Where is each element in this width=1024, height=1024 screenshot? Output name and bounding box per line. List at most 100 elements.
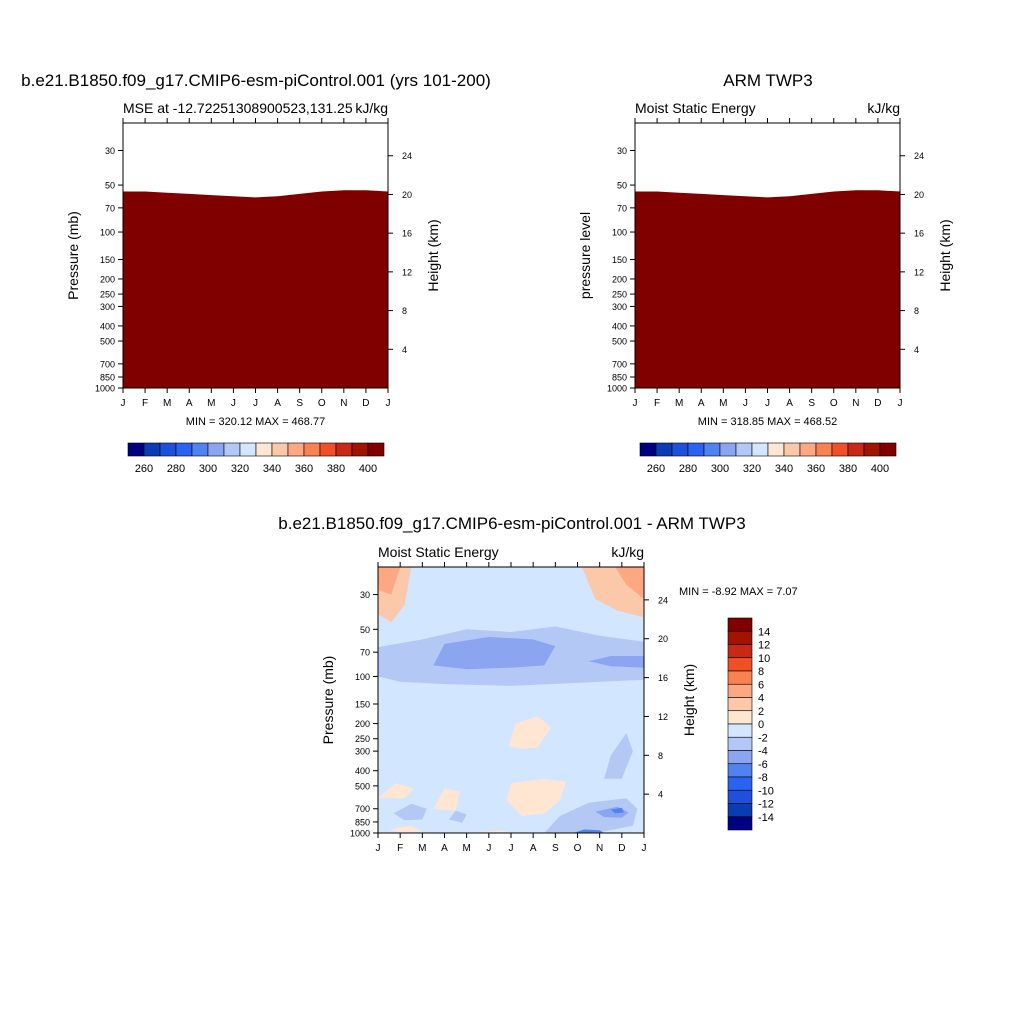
y-tick-label: 50 — [360, 625, 370, 635]
y-tick-label: 1000 — [350, 829, 370, 839]
colorbar-label: 12 — [758, 640, 770, 652]
x-tick-label: D — [362, 398, 369, 409]
x-tick-label: J — [253, 398, 258, 409]
y-tick-label: 250 — [355, 734, 370, 744]
y2-tick-label: 16 — [402, 229, 412, 239]
contour-patch — [378, 783, 414, 799]
y2-tick-label: 20 — [402, 190, 412, 200]
colorbar-box — [847, 442, 865, 457]
colorbar-box — [639, 442, 657, 457]
colorbar-label: 4 — [758, 693, 764, 705]
colorbar-label: -10 — [758, 785, 774, 797]
colorbar-box — [767, 442, 785, 457]
colorbar-label: 14 — [758, 626, 770, 638]
x-tick-label: M — [462, 843, 470, 854]
y2-tick-label: 8 — [914, 306, 919, 316]
x-tick-label: A — [186, 398, 193, 409]
y-tick-label: 500 — [612, 337, 627, 347]
x-tick-label: A — [441, 843, 448, 854]
y-tick-label: 850 — [355, 817, 370, 827]
y-tick-label: 500 — [100, 337, 115, 347]
y-tick-label: 100 — [355, 672, 370, 682]
y2-tick-label: 4 — [658, 790, 663, 800]
y-tick-label: 400 — [612, 321, 627, 331]
y-tick-label: 400 — [355, 766, 370, 776]
colorbar-box — [727, 723, 753, 738]
colorbar-label: 300 — [199, 463, 217, 475]
colorbar-box — [143, 442, 161, 457]
colorbar-box — [727, 617, 753, 632]
y-tick-label: 250 — [100, 290, 115, 300]
y-tick-label: 30 — [617, 146, 627, 156]
y2-tick-label: 20 — [658, 634, 668, 644]
x-tick-label: F — [654, 398, 660, 409]
colorbar-box — [175, 442, 193, 457]
contour-patch — [389, 825, 423, 833]
colorbar-box — [727, 750, 753, 765]
x-tick-label: D — [874, 398, 881, 409]
colorbar-box — [831, 442, 849, 457]
colorbar-label: 280 — [679, 463, 697, 475]
y-axis-label: Pressure (mb) — [320, 656, 336, 745]
colorbar-label: 360 — [295, 463, 313, 475]
y-tick-label: 700 — [355, 804, 370, 814]
colorbar-box — [863, 442, 881, 457]
y-tick-label: 300 — [355, 747, 370, 757]
y-tick-label: 500 — [355, 781, 370, 791]
panel-3: J F M A M J J A S O N D J305070100150200250300400500… — [278, 514, 797, 854]
y2-tick-label: 24 — [658, 595, 668, 605]
colorbar-box — [335, 442, 353, 457]
panel-title: b.e21.B1850.f09_g17.CMIP6-esm-piControl.… — [278, 514, 745, 533]
x-tick-label: M — [163, 398, 171, 409]
panel-units-label: kJ/kg — [611, 544, 644, 560]
colorbar-label: 380 — [839, 463, 857, 475]
y2-tick-label: 8 — [658, 751, 663, 761]
x-tick-label: J — [509, 843, 514, 854]
colorbar-box — [727, 644, 753, 659]
y2-axis-label: Height (km) — [681, 664, 697, 736]
colorbar-box — [879, 442, 897, 457]
y-tick-label: 150 — [355, 700, 370, 710]
y-tick-label: 850 — [612, 372, 627, 382]
colorbar-box — [255, 442, 273, 457]
panel-left-label: Moist Static Energy — [635, 100, 756, 116]
x-tick-label: A — [530, 843, 537, 854]
colorbar-label: 380 — [327, 463, 345, 475]
colorbar-box — [671, 442, 689, 457]
y-tick-label: 70 — [105, 203, 115, 213]
colorbar-box — [287, 442, 305, 457]
y-tick-label: 30 — [360, 590, 370, 600]
x-tick-label: M — [207, 398, 215, 409]
colorbar-label: 6 — [758, 679, 764, 691]
x-tick-label: J — [765, 398, 770, 409]
y-tick-label: 1000 — [95, 384, 115, 394]
x-tick-label: O — [574, 843, 582, 854]
panel-left-label: Moist Static Energy — [378, 544, 499, 560]
y2-axis-label: Height (km) — [937, 219, 953, 291]
x-tick-label: M — [418, 843, 426, 854]
colorbar-box — [223, 442, 241, 457]
x-tick-label: S — [296, 398, 303, 409]
y-tick-label: 200 — [100, 274, 115, 284]
colorbar-label: 400 — [871, 463, 889, 475]
x-tick-label: M — [675, 398, 683, 409]
contour-patch — [477, 830, 511, 833]
plot-area — [123, 190, 388, 388]
colorbar-box — [727, 789, 753, 804]
y2-tick-label: 4 — [402, 345, 407, 355]
y-axis-label: Pressure (mb) — [65, 211, 81, 300]
colorbar-box — [191, 442, 209, 457]
colorbar-label: 280 — [167, 463, 185, 475]
colorbar-box — [319, 442, 337, 457]
x-tick-label: N — [340, 398, 347, 409]
y2-tick-label: 16 — [914, 229, 924, 239]
y-tick-label: 700 — [100, 359, 115, 369]
y-tick-label: 150 — [100, 255, 115, 265]
colorbar-box — [351, 442, 369, 457]
contour-band — [635, 190, 900, 388]
colorbar-box — [727, 803, 753, 818]
y2-tick-label: 8 — [402, 306, 407, 316]
x-tick-label: M — [719, 398, 727, 409]
colorbar-box — [719, 442, 737, 457]
colorbar-box — [367, 442, 385, 457]
